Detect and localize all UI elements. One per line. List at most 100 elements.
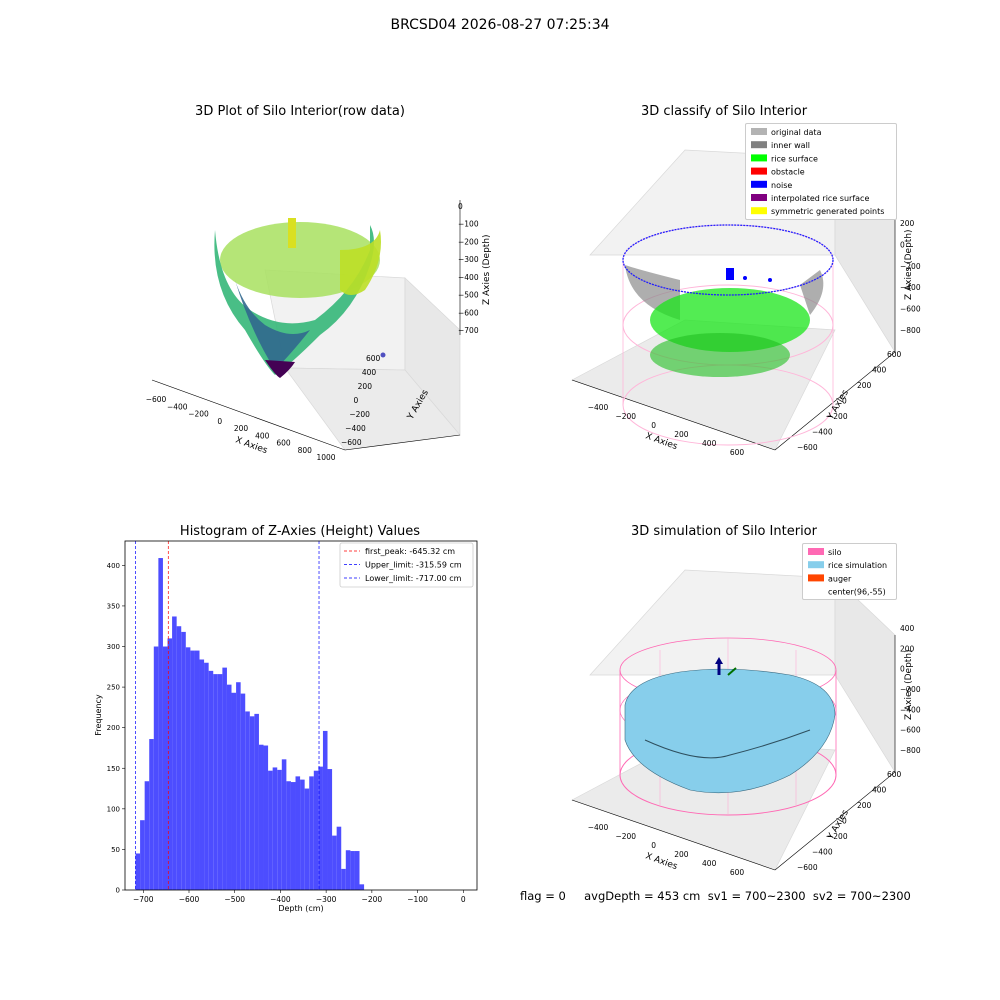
z-tick-label: −600 — [900, 305, 921, 314]
y-tick-label: 200 — [107, 724, 120, 732]
histogram-bar — [268, 770, 273, 890]
x-tick-label: 600 — [730, 448, 745, 457]
histogram-bar — [304, 788, 310, 890]
y-tick-label: 200 — [358, 382, 373, 391]
y-tick-label: 200 — [857, 381, 872, 390]
panel4-title: 3D simulation of Silo Interior — [631, 524, 817, 539]
x-tick-label: −200 — [615, 832, 636, 841]
legend-label: silo — [828, 548, 842, 557]
x-tick-labels: −700 −600 −500 −400 −300 −200 −100 0 — [133, 890, 466, 904]
legend-label: center(96,-55) — [828, 588, 886, 597]
x-tick-label: 0 — [461, 895, 466, 904]
y-tick-label: 600 — [887, 350, 902, 359]
legend-swatch — [808, 548, 824, 555]
x-tick-label: 800 — [298, 446, 313, 455]
y-tick-label: −600 — [797, 443, 818, 452]
histogram-bar — [231, 692, 237, 890]
depth-histogram: −700 −600 −500 −400 −300 −200 −100 0 0 50 100 150 2… — [94, 540, 478, 913]
x-tick-label: −600 — [146, 395, 167, 404]
x-tick-label: 1000 — [316, 453, 335, 460]
histogram-bar — [322, 730, 328, 890]
z-tick-label: 200 — [900, 644, 915, 653]
classified-point-cloud — [622, 224, 834, 446]
z-tick-label: −400 — [900, 705, 921, 714]
histogram-bar — [309, 776, 314, 890]
histogram-bar — [245, 711, 250, 890]
histogram-bar — [162, 646, 168, 890]
panel2-title: 3D classify of Silo Interior — [640, 104, 808, 119]
y-tick-label: 50 — [111, 846, 120, 854]
legend-swatch — [751, 194, 767, 201]
z-axis-label: Z Axies (Depth) — [904, 229, 914, 300]
classify-legend: original data inner wall rice surface obsta… — [745, 123, 897, 220]
y-tick-label: 200 — [857, 801, 872, 810]
y-tick-label: 350 — [107, 602, 120, 610]
x-tick-label: −200 — [362, 895, 383, 904]
histogram-title: Histogram of Z-Axies (Height) Values — [179, 524, 421, 539]
raw-point-cloud — [214, 218, 386, 378]
y-tick-label: 300 — [107, 643, 120, 651]
x-tick-label: 400 — [255, 431, 270, 440]
x-tick-label: 200 — [674, 850, 689, 859]
y-tick-label: 0 — [842, 397, 847, 406]
z-tick-labels: 200 0 −200 −400 −600 −800 — [900, 219, 921, 335]
z-tick-label: −400 — [458, 273, 479, 282]
legend-label: symmetric generated points — [771, 207, 884, 216]
histogram-bar — [345, 850, 351, 890]
y-tick-label: −400 — [812, 848, 833, 857]
histogram-bar — [199, 659, 205, 890]
x-tick-label: −400 — [167, 402, 188, 411]
legend-swatch — [808, 561, 824, 569]
y-tick-label: 400 — [362, 368, 377, 377]
z-tick-label: −800 — [900, 326, 921, 335]
x-tick-label: 200 — [674, 430, 689, 439]
z-tick-label: −200 — [900, 685, 921, 694]
z-axis-label: Z Axies (Depth) — [904, 649, 914, 720]
histogram-bar — [167, 638, 173, 890]
x-tick-label: 400 — [702, 439, 717, 448]
legend-label: Lower_limit: -717.00 cm — [365, 574, 462, 583]
y-tick-label: −200 — [827, 832, 848, 841]
legend-label: inner wall — [771, 141, 810, 150]
histogram-bar — [144, 781, 150, 890]
z-tick-label: −400 — [900, 283, 921, 292]
z-tick-labels: 0 −100 −200 −300 −400 −500 −600 −700 — [458, 202, 479, 335]
x-tick-label: −200 — [188, 410, 209, 419]
legend-swatch — [751, 167, 767, 175]
histogram-bar — [350, 851, 355, 890]
histogram-bar — [249, 716, 255, 890]
histogram-bar — [140, 820, 145, 890]
histogram-bar — [213, 674, 218, 890]
histogram-bar — [226, 684, 232, 890]
figure-title: BRCSD04 2026-08-27 07:25:34 — [390, 17, 610, 33]
histogram-bar — [272, 767, 278, 890]
histogram-bars — [135, 558, 365, 890]
x-tick-label: 600 — [276, 439, 291, 448]
y-tick-label: −200 — [349, 410, 370, 419]
z-tick-label: −700 — [458, 326, 479, 335]
histogram-bar — [240, 693, 246, 890]
y-tick-label: 400 — [872, 366, 887, 375]
histogram-bar — [204, 662, 209, 890]
x-axis-label: Depth (cm) — [278, 904, 323, 913]
simulation-surface — [619, 637, 837, 816]
y-tick-label: 400 — [872, 786, 887, 795]
legend-label: noise — [771, 181, 792, 190]
histogram-bar — [172, 616, 177, 890]
legend-swatch — [751, 141, 767, 149]
panel1-title: 3D Plot of Silo Interior(row data) — [195, 104, 405, 119]
histogram-bar — [194, 650, 200, 890]
x-tick-label: −300 — [316, 895, 337, 904]
x-tick-label: −700 — [133, 895, 154, 904]
x-tick-label: −200 — [615, 412, 636, 421]
histogram-bar — [281, 759, 287, 890]
legend-swatch — [808, 574, 824, 582]
legend-label: rice simulation — [828, 561, 887, 570]
histogram-bar — [354, 851, 360, 890]
histogram-bar — [149, 739, 154, 890]
histogram-legend-entries: first_peak: -645.32 cm Upper_limit: -315.… — [344, 547, 462, 583]
legend-swatch — [751, 180, 767, 188]
